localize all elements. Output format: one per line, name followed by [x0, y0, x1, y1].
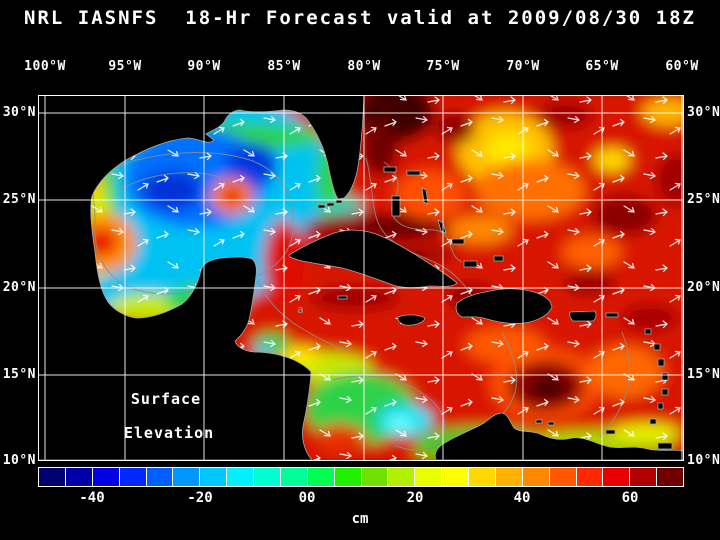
lat-tick-label: 30°N [687, 105, 720, 120]
colorbar-cell [469, 468, 495, 486]
colorbar-tick-label: 40 [513, 490, 531, 506]
colorbar-cell [522, 468, 549, 486]
map: a [38, 95, 684, 461]
colorbar-tick-label: 20 [406, 490, 424, 506]
colorbar-cell [173, 468, 200, 486]
graticule [38, 95, 684, 461]
lon-tick-label: 90°W [187, 59, 221, 74]
colorbar-cell [92, 468, 119, 486]
land-florida-keys [317, 199, 343, 209]
colorbar-unit-label: cm [351, 511, 369, 527]
annotation-elevation: Elevation [123, 424, 215, 442]
colorbar-tick-label: 60 [621, 490, 639, 506]
lon-tick-label: 75°W [426, 59, 460, 74]
lon-tick-label: 70°W [506, 59, 540, 74]
lon-tick-label: 85°W [267, 59, 301, 74]
colorbar-cell [334, 468, 361, 486]
colorbar-cell [65, 468, 92, 486]
lon-tick-label: 100°W [24, 59, 66, 74]
map-frame [38, 95, 684, 461]
colorbar-cell [200, 468, 227, 486]
lat-tick-label: 20°N [687, 280, 720, 295]
annotation-surface: Surface [130, 390, 202, 408]
colorbar-tick-label: -40 [79, 490, 105, 506]
colorbar-cell [227, 468, 253, 486]
colorbar-cell [254, 468, 280, 486]
colorbar-cell [576, 468, 603, 486]
colorbar-cell [630, 468, 657, 486]
colorbar-cell [495, 468, 522, 486]
lat-tick-label: 25°N [687, 192, 720, 207]
colorbar-cell [361, 468, 388, 486]
colorbar-cell [146, 468, 173, 486]
lat-tick-label: 10°N [2, 453, 36, 468]
land-jamaica [397, 314, 426, 326]
land-lesser-antilles [535, 312, 673, 450]
colorbar-cell [307, 468, 334, 486]
land-cuba [288, 229, 458, 289]
lat-tick-label: 30°N [2, 105, 36, 120]
lon-tick-label: 95°W [108, 59, 142, 74]
land-mask [38, 95, 684, 461]
lat-tick-label: 15°N [687, 367, 720, 382]
colorbar-cell [119, 468, 146, 486]
land-cayman [337, 295, 348, 300]
colorbar-tick-label: 00 [298, 490, 316, 506]
colorbar-cell [39, 468, 65, 486]
colorbar-cell [603, 468, 630, 486]
lat-tick-label: 20°N [2, 280, 36, 295]
colorbar [38, 467, 684, 487]
colorbar-cell [280, 468, 307, 486]
colorbar-cell [415, 468, 442, 486]
land-hispaniola [455, 288, 553, 324]
lon-tick-label: 65°W [585, 59, 619, 74]
colorbar-cell [657, 468, 683, 486]
land-south-america [434, 412, 684, 461]
lat-tick-label: 25°N [2, 192, 36, 207]
land-north-central-america [38, 95, 365, 461]
colorbar-cell [442, 468, 468, 486]
colorbar-cell [549, 468, 576, 486]
lon-tick-label: 80°W [347, 59, 381, 74]
colorbar-tick-label: -20 [187, 490, 213, 506]
lon-tick-label: 60°W [665, 59, 699, 74]
land-puerto-rico [569, 310, 597, 322]
colorbar-cell [388, 468, 415, 486]
lat-tick-label: 15°N [2, 367, 36, 382]
plot-title: NRL IASNFS 18-Hr Forecast valid at 2009/… [24, 7, 696, 29]
lat-tick-label: 10°N [687, 453, 720, 468]
